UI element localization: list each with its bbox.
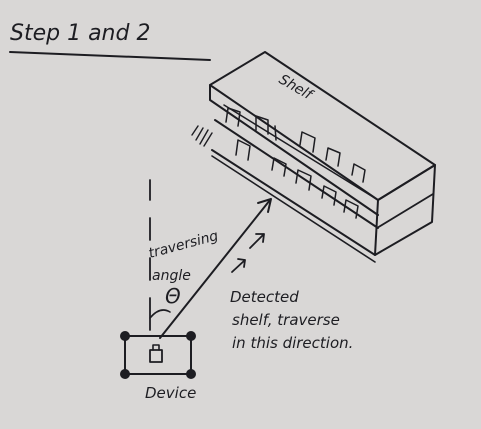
theta-symbol: Θ bbox=[165, 284, 181, 308]
device-sensor-top bbox=[152, 344, 160, 351]
shelf-drawing: Shelf bbox=[191, 51, 436, 263]
shelf-upper-edge bbox=[209, 84, 379, 216]
shelf-end-face bbox=[374, 164, 436, 256]
detected-text-line1: Detected bbox=[230, 288, 299, 306]
detected-text-line2: shelf, traverse bbox=[232, 311, 340, 329]
diagram-title: Step 1 and 2 bbox=[10, 21, 150, 46]
shelf-end-divider bbox=[376, 193, 434, 229]
device-wheel-bl bbox=[120, 369, 130, 379]
shelf-products-lower bbox=[235, 139, 359, 219]
device-wheel-br bbox=[186, 369, 196, 379]
direction-arrow bbox=[159, 199, 271, 339]
detected-text-line3: in this direction. bbox=[232, 334, 353, 352]
shelf-bottom-edge bbox=[211, 155, 376, 263]
shelf-lower-edge bbox=[211, 149, 376, 256]
motion-arrow-1 bbox=[249, 233, 265, 249]
direction-arrowhead bbox=[257, 198, 272, 213]
traversing-label-line2: angle bbox=[152, 268, 191, 284]
device-drawing: Device bbox=[120, 331, 196, 402]
device-label: Device bbox=[145, 384, 196, 402]
traversing-label-line1: traversing bbox=[147, 228, 220, 262]
shelf-hatch bbox=[191, 125, 213, 147]
device-sensor bbox=[149, 349, 163, 363]
shelf-label: Shelf bbox=[276, 72, 316, 104]
angle-arc bbox=[149, 309, 171, 319]
shelf-middle-edge bbox=[214, 119, 379, 229]
device-wheel-tr bbox=[186, 331, 196, 341]
title-underline bbox=[9, 51, 211, 61]
motion-arrow-2 bbox=[231, 258, 246, 273]
shelf-products-upper bbox=[225, 107, 366, 183]
shelf-upper-back bbox=[223, 104, 379, 201]
device-body bbox=[124, 335, 192, 375]
device-wheel-tl bbox=[120, 331, 130, 341]
